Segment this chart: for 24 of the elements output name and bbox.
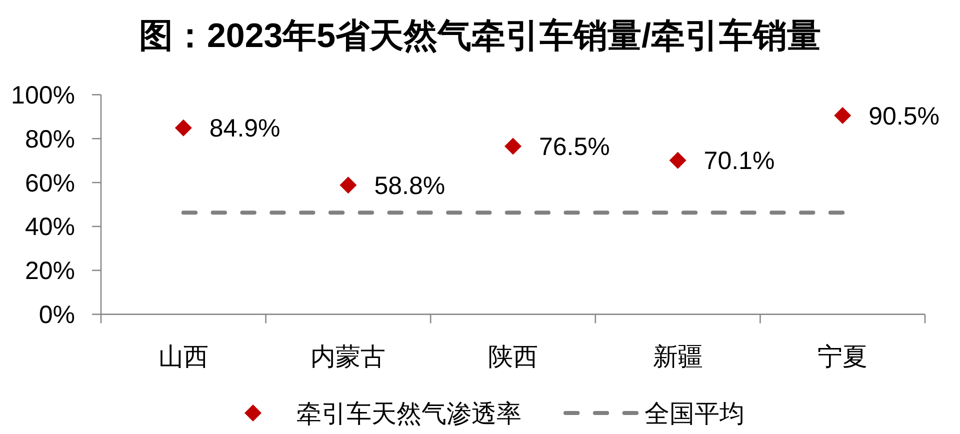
y-tick-label: 60% [24,169,75,198]
x-tick-label: 内蒙古 [310,342,386,371]
y-tick-label: 80% [24,125,75,154]
y-tick-label: 100% [11,81,75,110]
y-tick-label: 40% [24,213,75,242]
data-label: 84.9% [209,114,280,143]
x-tick-label: 山西 [158,342,208,371]
data-label: 76.5% [539,133,610,162]
data-label: 70.1% [704,147,775,176]
point [834,107,852,124]
data-label: 58.8% [374,172,446,200]
point [174,119,192,136]
point [669,152,686,169]
x-tick-label: 宁夏 [818,342,868,371]
point [340,176,357,194]
chart-title: 图：2023年5省天然气牵引车销量/牵引车销量 [139,17,821,55]
data-label: 90.5% [868,102,940,130]
legend-label: 全国平均 [644,400,744,428]
x-tick-label: 陕西 [488,342,538,371]
x-tick-label: 新疆 [652,342,703,371]
point [504,138,522,155]
y-tick-label: 0% [38,301,75,330]
legend-label: 牵引车天然气渗透率 [296,400,522,428]
y-tick-label: 20% [24,257,75,286]
